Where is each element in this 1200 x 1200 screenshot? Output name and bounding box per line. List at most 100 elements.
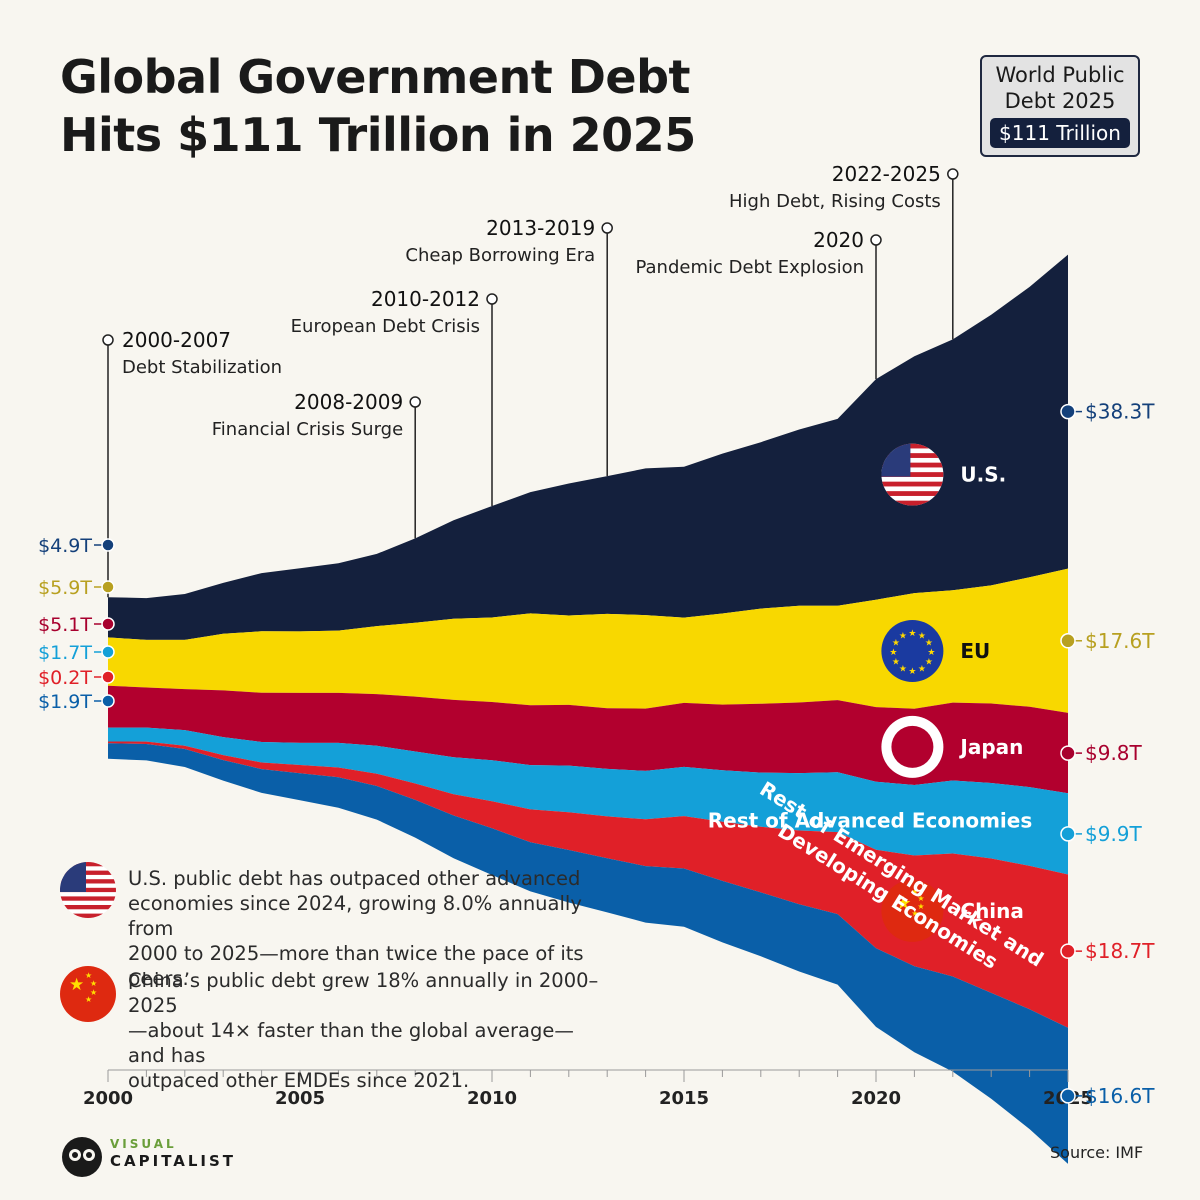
annotation-year: 2010-2012 <box>371 287 480 311</box>
china-note-line-2: —about 14× faster than the global averag… <box>128 1019 574 1067</box>
annotation-text: Financial Crisis Surge <box>212 419 403 440</box>
svg-text:★: ★ <box>892 657 900 667</box>
start-label-dot <box>101 645 115 659</box>
x-tick-label: 2005 <box>275 1088 325 1109</box>
svg-text:★: ★ <box>69 975 84 995</box>
svg-text:★: ★ <box>925 638 933 648</box>
annotation-text: High Debt, Rising Costs <box>729 191 941 212</box>
annotation-text: Pandemic Debt Explosion <box>635 257 864 278</box>
visual-capitalist-logo: VISUAL CAPITALIST <box>60 1135 260 1179</box>
svg-text:★: ★ <box>908 629 916 639</box>
svg-text:★: ★ <box>90 979 97 988</box>
source-label: Source: IMF <box>1050 1143 1144 1162</box>
logo-icon <box>62 1137 102 1177</box>
end-label-dot <box>1060 403 1076 420</box>
end-label-dot <box>1060 745 1076 761</box>
badge-line-2: Debt 2025 <box>1004 89 1116 113</box>
end-value-label: $38.3T <box>1085 400 1155 424</box>
us-note-line-3: 2000 to 2025—more than twice the pace of… <box>128 942 584 990</box>
china-area-icon: ★★★★★ <box>881 879 944 942</box>
x-tick-label: 2015 <box>659 1088 709 1109</box>
era-annotations: 2000-2007 Debt Stabilization 2008-2009 Fina… <box>102 162 959 598</box>
logo-line-1: VISUAL <box>110 1137 177 1151</box>
svg-text:★: ★ <box>911 909 918 918</box>
annotation-dot <box>601 222 613 234</box>
annotation-year: 2000-2007 <box>122 328 231 352</box>
svg-text:★: ★ <box>927 648 935 658</box>
start-value-label: $1.7T <box>38 642 92 664</box>
area-rest-of-emerging-market-and-developing-economies <box>108 743 1068 1164</box>
svg-text:★: ★ <box>918 664 926 674</box>
svg-text:★: ★ <box>899 631 907 641</box>
title-line-2: Hits $111 Trillion in 2025 <box>60 108 696 162</box>
end-label-dot <box>1060 826 1076 842</box>
start-label-dot <box>101 617 115 631</box>
annotation-year: 2013-2019 <box>486 216 595 240</box>
us-flag-icon <box>60 862 116 918</box>
annotation-text: Cheap Borrowing Era <box>405 245 595 266</box>
us-note-line-2: economies since 2024, growing 8.0% annua… <box>128 892 582 940</box>
china-note: China’s public debt grew 18% annually in… <box>128 968 608 1093</box>
end-value-label: $17.6T <box>1085 629 1155 653</box>
svg-text:★: ★ <box>85 971 92 980</box>
japan-series-label: Japan <box>958 735 1023 759</box>
annotation-year: 2020 <box>813 228 864 252</box>
annotation-year: 2022-2025 <box>832 162 941 186</box>
annotation-year: 2008-2009 <box>294 390 403 414</box>
start-value-label: $0.2T <box>38 667 92 689</box>
japan-area-icon <box>881 715 944 778</box>
title-line-1: Global Government Debt <box>60 50 691 104</box>
china-note-line-1: China’s public debt grew 18% annually in… <box>128 969 599 1017</box>
annotation-dot <box>870 234 882 246</box>
svg-text:★: ★ <box>90 988 97 997</box>
china-series-label: China <box>960 899 1024 923</box>
x-tick-label: 2010 <box>467 1088 517 1109</box>
end-label-dot <box>1060 633 1076 649</box>
end-value-label: $9.9T <box>1085 822 1143 846</box>
end-value-label: $16.6T <box>1085 1084 1155 1108</box>
eu-series-label: EU <box>960 639 990 663</box>
area-u-s- <box>108 254 1068 640</box>
annotation-dot <box>947 168 959 180</box>
badge-line-1: World Public <box>995 63 1125 87</box>
start-label-dot <box>101 538 115 552</box>
area-rest-of-advanced-economies <box>108 727 1068 875</box>
us-note: U.S. public debt has outpaced other adva… <box>128 866 608 991</box>
china-note-line-3: outpaced other EMDEs since 2021. <box>128 1069 470 1092</box>
annotation-dot <box>486 293 498 305</box>
start-label-dot <box>101 694 115 708</box>
start-value-label: $5.9T <box>38 577 92 599</box>
end-label-dot <box>1060 943 1076 959</box>
annotation-dot <box>102 334 114 346</box>
area-china <box>108 741 1068 1028</box>
start-value-label: $4.9T <box>38 535 92 557</box>
svg-text:★: ★ <box>918 631 926 641</box>
x-axis: 200020052010201520202025 <box>83 1069 1093 1109</box>
us-note-line-1: U.S. public debt has outpaced other adva… <box>128 867 581 890</box>
svg-text:★: ★ <box>917 902 924 911</box>
us-area-icon <box>881 443 944 506</box>
eu-area-icon: ★★★★★★★★★ ★ ★★ <box>881 619 944 682</box>
x-tick-label: 2020 <box>851 1088 901 1109</box>
start-label-dot <box>101 580 115 594</box>
start-value-label: $1.9T <box>38 691 92 713</box>
area-layers <box>108 254 1068 1164</box>
annotation-text: Debt Stabilization <box>122 357 282 378</box>
rest-advanced-series-label: Rest of Advanced Economies <box>708 808 1032 832</box>
annotation-text: European Debt Crisis <box>291 316 480 337</box>
end-label-dot <box>1060 1088 1076 1104</box>
area-japan <box>108 685 1068 794</box>
svg-text:★: ★ <box>85 995 92 1004</box>
svg-text:★: ★ <box>925 657 933 667</box>
logo-line-2: CAPITALIST <box>110 1152 237 1170</box>
us-series-label: U.S. <box>960 463 1006 487</box>
x-tick-label: 2000 <box>83 1088 133 1109</box>
total-debt-badge: World Public Debt 2025 $111 Trillion <box>980 55 1140 157</box>
start-label-dot <box>101 670 115 684</box>
svg-text:★: ★ <box>892 638 900 648</box>
svg-text:★: ★ <box>889 648 897 658</box>
annotation-dot <box>409 396 421 408</box>
svg-text:★: ★ <box>908 667 916 677</box>
badge-value: $111 Trillion <box>990 118 1130 148</box>
svg-text:★: ★ <box>895 893 911 914</box>
